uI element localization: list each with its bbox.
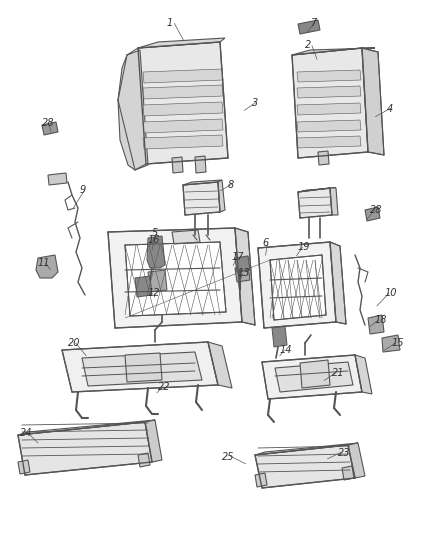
Polygon shape (125, 353, 162, 382)
Polygon shape (272, 326, 287, 347)
Polygon shape (36, 255, 58, 278)
Text: 28: 28 (42, 118, 54, 128)
Polygon shape (365, 207, 380, 221)
Polygon shape (183, 182, 220, 215)
Polygon shape (138, 38, 225, 48)
Polygon shape (258, 242, 336, 328)
Text: 23: 23 (338, 448, 350, 458)
Polygon shape (145, 420, 162, 462)
Polygon shape (195, 156, 206, 173)
Polygon shape (118, 50, 148, 170)
Polygon shape (143, 85, 223, 99)
Polygon shape (125, 242, 226, 316)
Text: 7: 7 (310, 18, 316, 28)
Polygon shape (297, 103, 361, 115)
Polygon shape (42, 122, 58, 135)
Text: 2: 2 (305, 40, 311, 50)
Polygon shape (342, 466, 354, 480)
Polygon shape (297, 70, 361, 82)
Polygon shape (172, 157, 183, 173)
Text: 13: 13 (238, 268, 251, 278)
Polygon shape (330, 242, 346, 324)
Text: 17: 17 (232, 252, 244, 262)
Polygon shape (82, 352, 202, 386)
Polygon shape (262, 355, 362, 399)
Polygon shape (235, 256, 250, 272)
Text: 15: 15 (392, 338, 405, 348)
Polygon shape (270, 255, 326, 320)
Polygon shape (318, 151, 329, 165)
Polygon shape (348, 443, 365, 478)
Polygon shape (172, 230, 200, 244)
Text: 5: 5 (152, 228, 158, 238)
Polygon shape (143, 135, 223, 149)
Polygon shape (362, 48, 384, 155)
Polygon shape (292, 48, 375, 55)
Polygon shape (255, 443, 358, 455)
Polygon shape (355, 355, 372, 394)
Polygon shape (330, 188, 338, 215)
Text: 9: 9 (80, 185, 86, 195)
Text: 4: 4 (387, 104, 393, 114)
Text: 21: 21 (332, 368, 345, 378)
Text: 1: 1 (167, 18, 173, 28)
Polygon shape (298, 188, 332, 218)
Polygon shape (297, 86, 361, 98)
Polygon shape (300, 360, 330, 388)
Polygon shape (298, 20, 320, 34)
Text: 28: 28 (370, 205, 382, 215)
Polygon shape (18, 422, 152, 475)
Polygon shape (235, 266, 250, 282)
Polygon shape (298, 188, 336, 192)
Polygon shape (235, 228, 255, 325)
Text: 22: 22 (158, 382, 170, 392)
Polygon shape (48, 173, 67, 185)
Polygon shape (18, 460, 30, 474)
Polygon shape (183, 180, 222, 185)
Text: 8: 8 (228, 180, 234, 190)
Polygon shape (297, 120, 361, 132)
Polygon shape (143, 102, 223, 116)
Polygon shape (368, 315, 384, 334)
Text: 20: 20 (68, 338, 81, 348)
Polygon shape (18, 420, 155, 435)
Text: 12: 12 (148, 288, 160, 298)
Polygon shape (147, 236, 165, 268)
Polygon shape (143, 119, 223, 133)
Text: 18: 18 (375, 315, 388, 325)
Text: 16: 16 (148, 235, 160, 245)
Polygon shape (143, 69, 223, 83)
Polygon shape (62, 342, 218, 392)
Polygon shape (255, 473, 267, 487)
Text: 19: 19 (298, 242, 311, 252)
Text: 11: 11 (38, 258, 50, 268)
Polygon shape (138, 42, 228, 164)
Text: 14: 14 (280, 345, 293, 355)
Text: 3: 3 (252, 98, 258, 108)
Polygon shape (297, 136, 361, 148)
Text: 10: 10 (385, 288, 398, 298)
Polygon shape (148, 270, 167, 292)
Text: 25: 25 (222, 452, 234, 462)
Text: 24: 24 (20, 428, 32, 438)
Polygon shape (218, 180, 225, 212)
Polygon shape (138, 453, 150, 467)
Polygon shape (275, 362, 353, 392)
Polygon shape (255, 445, 355, 488)
Polygon shape (135, 276, 152, 297)
Polygon shape (382, 335, 400, 352)
Polygon shape (292, 48, 368, 158)
Polygon shape (208, 342, 232, 388)
Polygon shape (108, 228, 242, 328)
Text: 6: 6 (262, 238, 268, 248)
